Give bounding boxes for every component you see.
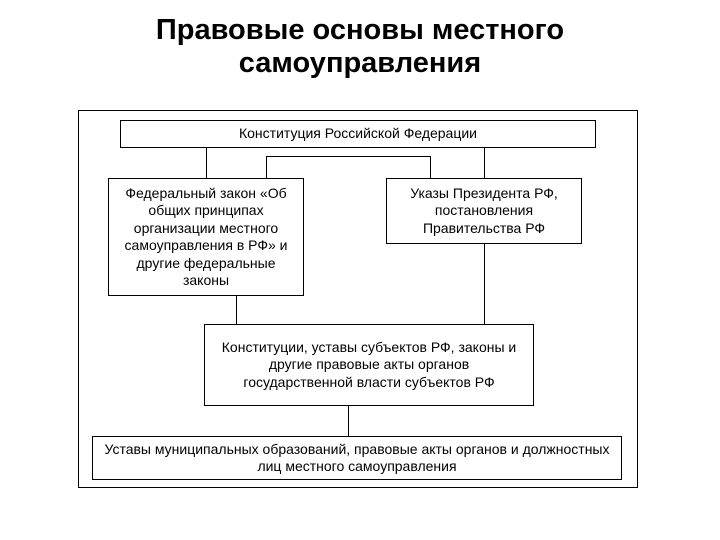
connector	[236, 296, 237, 324]
page-title: Правовые основы местного самоуправления	[0, 0, 720, 81]
connector	[266, 156, 430, 157]
connector	[266, 156, 267, 178]
node-decrees: Указы Президента РФ, постановления Прави…	[386, 178, 582, 244]
hierarchy-diagram: Конституция Российской Федерации Федерал…	[78, 110, 638, 510]
node-federal-law: Федеральный закон «Об общих принципах ор…	[108, 178, 304, 296]
node-subjects: Конституции, уставы субъектов РФ, законы…	[204, 324, 534, 406]
connector	[484, 244, 485, 324]
title-line-2: самоуправления	[239, 47, 481, 79]
node-municipal: Уставы муниципальных образований, правов…	[92, 436, 622, 480]
connector	[348, 406, 349, 436]
node-constitution: Конституция Российской Федерации	[120, 120, 596, 148]
connector	[206, 148, 207, 178]
title-line-1: Правовые основы местного	[156, 14, 564, 46]
connector	[484, 148, 485, 178]
connector	[430, 156, 431, 178]
